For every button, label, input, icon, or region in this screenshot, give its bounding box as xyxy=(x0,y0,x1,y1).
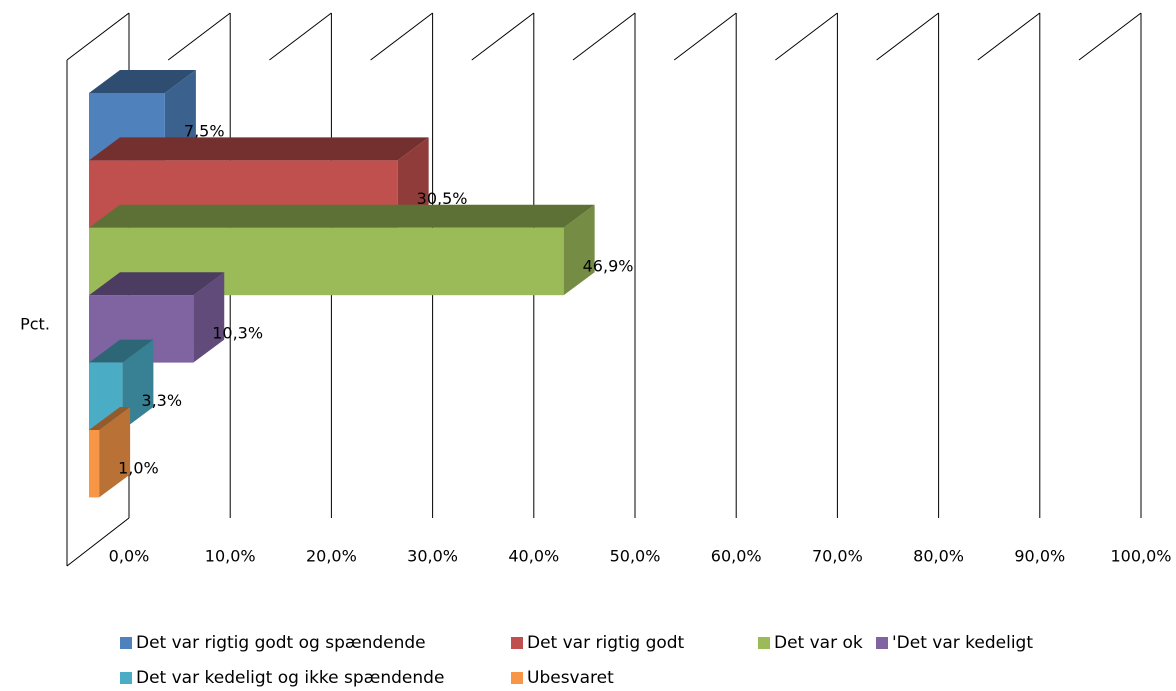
x-tick-label: 80,0% xyxy=(913,547,964,566)
legend-label: Det var rigtig godt og spændende xyxy=(136,633,426,653)
bar-side xyxy=(99,407,131,498)
data-label: 1,0% xyxy=(118,459,159,478)
bar-top xyxy=(89,339,154,363)
bar xyxy=(89,430,100,498)
x-tick-label: 70,0% xyxy=(812,547,863,566)
grid-line-top xyxy=(471,12,535,61)
x-tick-label: 90,0% xyxy=(1014,547,1065,566)
legend-label: 'Det var kedeligt xyxy=(892,633,1033,653)
legend-swatch xyxy=(120,672,132,684)
x-tick-label: 0,0% xyxy=(109,547,150,566)
grid-line-top xyxy=(572,12,636,61)
legend-label: Det var ok xyxy=(774,633,863,653)
left-wall-bottom xyxy=(66,517,130,567)
data-label: 3,3% xyxy=(141,391,182,410)
legend-label: Ubesvaret xyxy=(527,668,614,688)
grid-line-top xyxy=(977,12,1041,61)
category-label: Pct. xyxy=(20,315,50,334)
x-tick-label: 50,0% xyxy=(610,547,661,566)
grid-line-top xyxy=(269,12,332,61)
bar-top xyxy=(89,204,595,228)
bar-top xyxy=(89,70,196,93)
x-tick-label: 10,0% xyxy=(205,547,256,566)
legend-swatch xyxy=(876,637,888,649)
grid-line-top xyxy=(876,12,939,61)
legend-swatch xyxy=(511,637,523,649)
data-label: 10,3% xyxy=(212,324,263,343)
x-tick-label: 100,0% xyxy=(1110,547,1171,566)
legend-label: Det var rigtig godt xyxy=(527,633,685,653)
legend-swatch xyxy=(511,672,523,684)
bar-top xyxy=(89,407,131,430)
grid-line-top xyxy=(370,12,433,61)
data-label: 7,5% xyxy=(184,122,225,141)
grid-line-top xyxy=(673,12,737,61)
legend-swatch xyxy=(758,637,770,649)
bar-top xyxy=(89,137,429,161)
data-label: 30,5% xyxy=(417,189,468,208)
grid-line-top xyxy=(775,12,838,61)
bar-side xyxy=(122,339,154,430)
bar-side xyxy=(563,204,595,296)
x-tick-label: 60,0% xyxy=(711,547,762,566)
bar-side xyxy=(193,272,225,363)
grid-line-top xyxy=(167,12,231,61)
x-tick-label: 40,0% xyxy=(508,547,559,566)
legend-label: Det var kedeligt og ikke spændende xyxy=(136,668,444,688)
left-wall-top xyxy=(66,12,130,61)
x-tick-label: 30,0% xyxy=(407,547,458,566)
legend-swatch xyxy=(120,637,132,649)
grid-line-top xyxy=(1078,12,1142,61)
x-tick-label: 20,0% xyxy=(306,547,357,566)
bar-top xyxy=(89,272,225,296)
data-label: 46,9% xyxy=(583,256,634,275)
